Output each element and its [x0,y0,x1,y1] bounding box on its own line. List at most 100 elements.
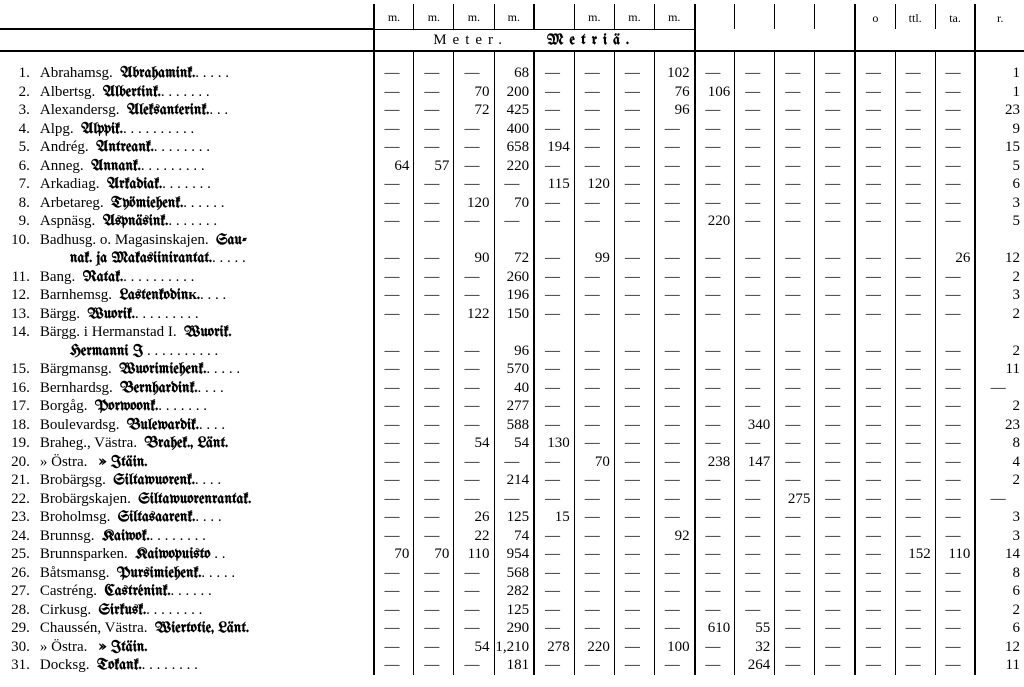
data-cell: — [614,286,654,305]
data-cell: — [895,397,935,416]
data-cell: — [374,471,414,490]
name-swedish [40,250,70,266]
data-cell: — [414,268,454,287]
data-cell: — [895,471,935,490]
data-cell: — [454,379,494,398]
name-finnish: Castrénink. [104,583,170,599]
data-cell: — [735,194,775,213]
data-cell: — [414,582,454,601]
header-unit-band: Meter. Metriä. [0,29,1024,51]
name-swedish: Brunnsg. [40,528,95,544]
data-cell: — [815,601,855,620]
data-cell: — [935,305,975,324]
data-cell: 2 [975,268,1024,287]
data-cell: — [735,471,775,490]
data-cell: — [414,120,454,139]
name-finnish: Aspnäsink. [103,213,169,229]
data-cell: — [815,638,855,657]
data-cell: — [815,83,855,102]
street-name: Aspnäsg. Aspnäsink.. . . . . . . [36,212,374,231]
data-cell: 57 [414,157,454,176]
name-swedish: Bang. [40,269,75,285]
data-cell: 2 [975,342,1024,361]
data-cell: — [695,175,735,194]
data-cell: — [534,453,574,472]
table-row: 15.Bärgmansg. Wuorimiehenk.. . . . .———5… [0,360,1024,379]
data-cell: — [775,527,815,546]
data-cell: — [654,490,694,509]
data-cell: — [654,212,694,231]
data-cell: — [534,379,574,398]
name-finnish: Wuorik. [184,324,231,340]
data-cell: 54 [494,434,534,453]
data-cell: — [574,601,614,620]
hdr-c7: m. [614,4,654,29]
data-cell: — [654,194,694,213]
data-cell: 2 [975,397,1024,416]
data-cell: — [935,83,975,102]
data-cell: — [855,416,895,435]
data-cell: 92 [654,527,694,546]
leader-dots: . . . . . . . . . . [123,121,194,137]
data-cell: 181 [494,656,534,675]
hdr-c4: m. [494,4,534,29]
leader-dots: . . . . . . . [162,176,211,192]
data-cell: — [775,305,815,324]
hdr-c16: r. [975,4,1024,29]
data-cell: — [895,157,935,176]
data-cell: 12 [975,249,1024,268]
row-number: 2. [0,83,36,102]
data-cell: — [534,490,574,509]
data-cell: 130 [534,434,574,453]
data-cell: — [374,656,414,675]
data-cell: — [895,286,935,305]
data-cell: — [815,471,855,490]
data-cell: — [614,194,654,213]
data-cell: — [614,64,654,83]
header-abbrev-row: m. m. m. m. m. m. m. o ttl. ta. r. [0,4,1024,29]
row-number: 29. [0,619,36,638]
name-swedish: » Östra. [40,639,88,655]
data-cell: — [815,379,855,398]
data-cell [654,231,694,250]
name-swedish: Broholmsg. [40,509,110,525]
data-cell: — [895,656,935,675]
data-cell: — [855,601,895,620]
data-cell: — [374,305,414,324]
data-cell: 220 [695,212,735,231]
data-cell [935,323,975,342]
table-row: 7.Arkadiag. Arkadiak.. . . . . . .————11… [0,175,1024,194]
data-cell: — [614,582,654,601]
row-number: 8. [0,194,36,213]
table-row: 21.Brobärgsg. Siltawuorenk.. . . .———214… [0,471,1024,490]
data-cell: — [534,471,574,490]
data-cell: — [695,360,735,379]
data-cell: 1,210 [494,638,534,657]
data-cell: — [695,434,735,453]
data-cell: — [775,619,815,638]
data-cell: — [574,360,614,379]
hdr-c12 [815,4,855,29]
street-name: Boulevardsg. Bulewardik.. . . . [36,416,374,435]
data-cell: — [775,638,815,657]
data-cell: — [654,471,694,490]
row-number: 5. [0,138,36,157]
data-cell: — [574,342,614,361]
data-cell: — [935,564,975,583]
data-cell: — [895,416,935,435]
data-cell: — [935,379,975,398]
street-measurements-table: m. m. m. m. m. m. m. o ttl. ta. r. Meter… [0,4,1024,675]
data-cell: — [855,527,895,546]
data-cell: — [414,342,454,361]
data-cell: 74 [494,527,534,546]
data-cell [494,323,534,342]
data-cell: 125 [494,508,534,527]
data-cell [614,231,654,250]
data-cell: — [654,582,694,601]
data-cell: — [454,286,494,305]
table-row: 8.Arbetareg. Työmiehenk.. . . . . .——120… [0,194,1024,213]
data-cell: 290 [494,619,534,638]
data-cell: — [775,138,815,157]
data-cell: 1 [975,64,1024,83]
data-cell: — [855,286,895,305]
